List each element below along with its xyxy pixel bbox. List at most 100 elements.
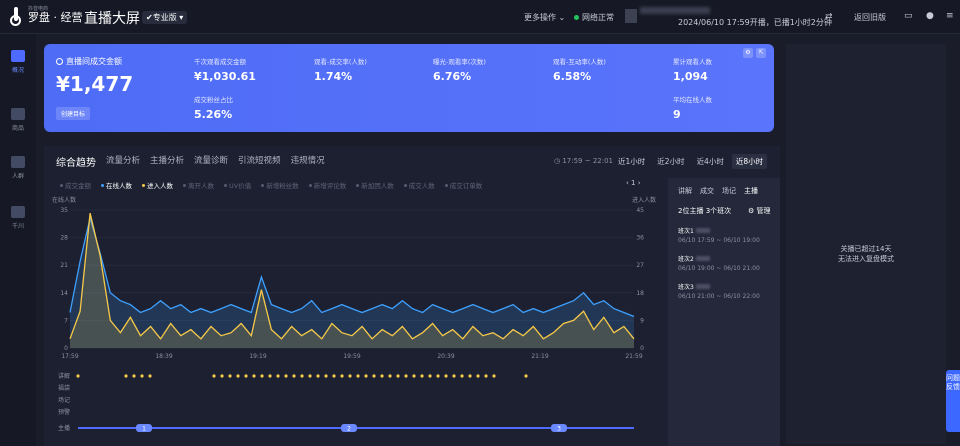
session-item[interactable]: 班次2 06/10 19:00 ~ 06/10 21:00 bbox=[678, 256, 760, 272]
back-to-old-version-button[interactable]: 返回旧版 bbox=[854, 13, 886, 22]
create-goal-button[interactable]: 创建目标 bbox=[56, 107, 91, 120]
explain-marker bbox=[388, 374, 392, 378]
y-tick-left: 0 bbox=[64, 345, 68, 352]
legend-item[interactable]: 新增评论数 bbox=[308, 180, 346, 190]
x-tick: 18:39 bbox=[155, 353, 172, 360]
range-1h[interactable]: 近1小时 bbox=[618, 157, 646, 166]
explain-marker bbox=[436, 374, 440, 378]
x-tick: 19:59 bbox=[343, 353, 360, 360]
legend-dot-icon bbox=[142, 184, 145, 187]
nav-item-overview[interactable]: 概况 bbox=[0, 50, 36, 74]
range-selector: 近1小时 近2小时 近4小时 近8小时 bbox=[614, 154, 768, 169]
y-tick-right: 0 bbox=[640, 345, 644, 352]
edition-selector[interactable]: ✔专业版 ▾ bbox=[142, 11, 188, 24]
y-axis-left-label: 在线人数 bbox=[52, 196, 76, 204]
kpi-total-viewers: 累计观看人数 1,094 bbox=[673, 58, 712, 83]
swap-icon[interactable]: ⇄ bbox=[825, 12, 833, 22]
legend-item[interactable]: 成交金额 bbox=[60, 180, 91, 190]
legend-pager[interactable]: ‹ 1 › bbox=[626, 179, 641, 187]
explain-marker bbox=[260, 374, 264, 378]
legend-dot-icon bbox=[403, 184, 407, 187]
tab-short-video[interactable]: 引流短视频 bbox=[238, 156, 281, 166]
kpi-fans-deal-ratio: 成交粉丝占比 5.26% bbox=[194, 96, 233, 121]
explain-marker bbox=[324, 374, 328, 378]
tab-deal[interactable]: 成交 bbox=[700, 187, 714, 195]
explain-marker bbox=[244, 374, 248, 378]
top-bar: 抖音电商 罗盘 · 经营 直播大屏 ✔专业版 ▾ 更多操作 ⌄ 网络正常 202… bbox=[0, 0, 960, 34]
tab-explain[interactable]: 讲解 bbox=[678, 187, 692, 195]
x-tick: 17:59 bbox=[61, 353, 78, 360]
tab-traffic-diagnosis[interactable]: 流量诊断 bbox=[194, 156, 229, 166]
explain-marker bbox=[140, 374, 144, 378]
legend-item[interactable]: 在线人数 bbox=[101, 180, 132, 190]
legend-item[interactable]: 成交订单数 bbox=[444, 180, 482, 190]
explain-marker bbox=[124, 374, 128, 378]
explain-marker bbox=[380, 374, 384, 378]
legend-dot-icon bbox=[224, 184, 227, 187]
more-operations-menu[interactable]: 更多操作 ⌄ bbox=[524, 13, 566, 22]
network-status-text: 网络正常 bbox=[582, 13, 614, 22]
tab-anchor[interactable]: 主播 bbox=[744, 187, 758, 195]
x-tick: 21:59 bbox=[625, 353, 642, 360]
legend-item[interactable]: 离开人数 bbox=[183, 180, 214, 190]
settings-icon[interactable]: ⚙ bbox=[743, 48, 753, 58]
explain-marker bbox=[220, 374, 224, 378]
legend-dot-icon bbox=[444, 184, 448, 187]
feedback-button[interactable]: 问题反馈 bbox=[946, 370, 960, 432]
info-icon bbox=[56, 58, 63, 65]
douyin-logo-icon bbox=[10, 6, 24, 26]
legend-item[interactable]: 成交人数 bbox=[403, 180, 435, 190]
shop-name-blurred bbox=[640, 7, 710, 14]
range-4h[interactable]: 近4小时 bbox=[696, 157, 724, 166]
gmv-value: ¥1,477 bbox=[56, 72, 134, 96]
y-tick-left: 14 bbox=[60, 290, 68, 297]
session-item[interactable]: 班次1 06/10 17:59 ~ 06/10 19:00 bbox=[678, 228, 760, 244]
anchor-session-tag-label: 3 bbox=[557, 426, 561, 433]
explain-marker bbox=[452, 374, 456, 378]
nav-item-qianchuan[interactable]: 千川 bbox=[0, 206, 36, 230]
nav-item-audience[interactable]: 人群 bbox=[0, 156, 36, 180]
legend-item[interactable]: UV价值 bbox=[224, 180, 251, 190]
explain-marker bbox=[212, 374, 216, 378]
app-logo[interactable]: 抖音电商 罗盘 · 经营 bbox=[10, 6, 83, 26]
tab-record[interactable]: 场记 bbox=[722, 187, 736, 195]
anchor-card: 讲解 成交 场记 主播 2位主播 3个班次 ⚙ 管理 班次1 06/10 17:… bbox=[668, 178, 780, 446]
series-line bbox=[69, 212, 635, 340]
nav-item-goods[interactable]: 商品 bbox=[0, 108, 36, 132]
x-tick: 19:19 bbox=[249, 353, 266, 360]
tab-violations[interactable]: 违规情况 bbox=[290, 156, 325, 166]
trend-panel: 综合趋势 流量分析 主播分析 流量诊断 引流短视频 违规情况 ◷ 17:59 ~… bbox=[44, 146, 780, 446]
legend-item[interactable]: 新增粉丝数 bbox=[261, 180, 299, 190]
explain-marker bbox=[484, 374, 488, 378]
explain-marker bbox=[420, 374, 424, 378]
y-tick-left: 28 bbox=[60, 235, 68, 242]
live-start-time: 2024/06/10 17:59开播，已播1小时2分钟 bbox=[678, 18, 832, 27]
tab-anchor-analysis[interactable]: 主播分析 bbox=[150, 156, 185, 166]
manage-button[interactable]: ⚙ 管理 bbox=[748, 207, 771, 215]
kpi-view-interact-rate: 观看-互动率(人数) 6.58% bbox=[553, 58, 606, 83]
range-8h[interactable]: 近8小时 bbox=[731, 154, 768, 169]
monitor-icon[interactable]: ▭ bbox=[904, 11, 913, 21]
session-item[interactable]: 班次3 06/10 21:00 ~ 06/10 22:00 bbox=[678, 284, 760, 300]
kpi-avg-online: 平均在线人数 9 bbox=[673, 96, 712, 121]
anchor-session-tag-label: 1 bbox=[142, 426, 146, 433]
expand-icon[interactable]: ⇱ bbox=[756, 48, 766, 58]
tab-traffic-analysis[interactable]: 流量分析 bbox=[106, 156, 141, 166]
legend-item[interactable]: 进入人数 bbox=[142, 180, 173, 190]
explain-marker bbox=[300, 374, 304, 378]
explain-marker bbox=[132, 374, 136, 378]
goods-icon bbox=[11, 108, 25, 120]
kpi-card: 直播间成交金额 ¥1,477 创建目标 千次观看成交金额 ¥1,030.61 观看… bbox=[44, 44, 774, 132]
menu-icon[interactable]: ≡ bbox=[946, 11, 954, 21]
tab-overall-trend[interactable]: 综合趋势 bbox=[56, 158, 96, 169]
legend-item[interactable]: 新加团人数 bbox=[356, 180, 394, 190]
series-line bbox=[69, 217, 635, 318]
legend-dot-icon bbox=[261, 184, 265, 187]
legend-dot-icon bbox=[183, 184, 186, 187]
explain-marker bbox=[468, 374, 472, 378]
explain-marker bbox=[284, 374, 288, 378]
bell-icon[interactable]: ● bbox=[926, 11, 934, 21]
range-2h[interactable]: 近2小时 bbox=[657, 157, 685, 166]
y-tick-right: 27 bbox=[636, 262, 644, 269]
